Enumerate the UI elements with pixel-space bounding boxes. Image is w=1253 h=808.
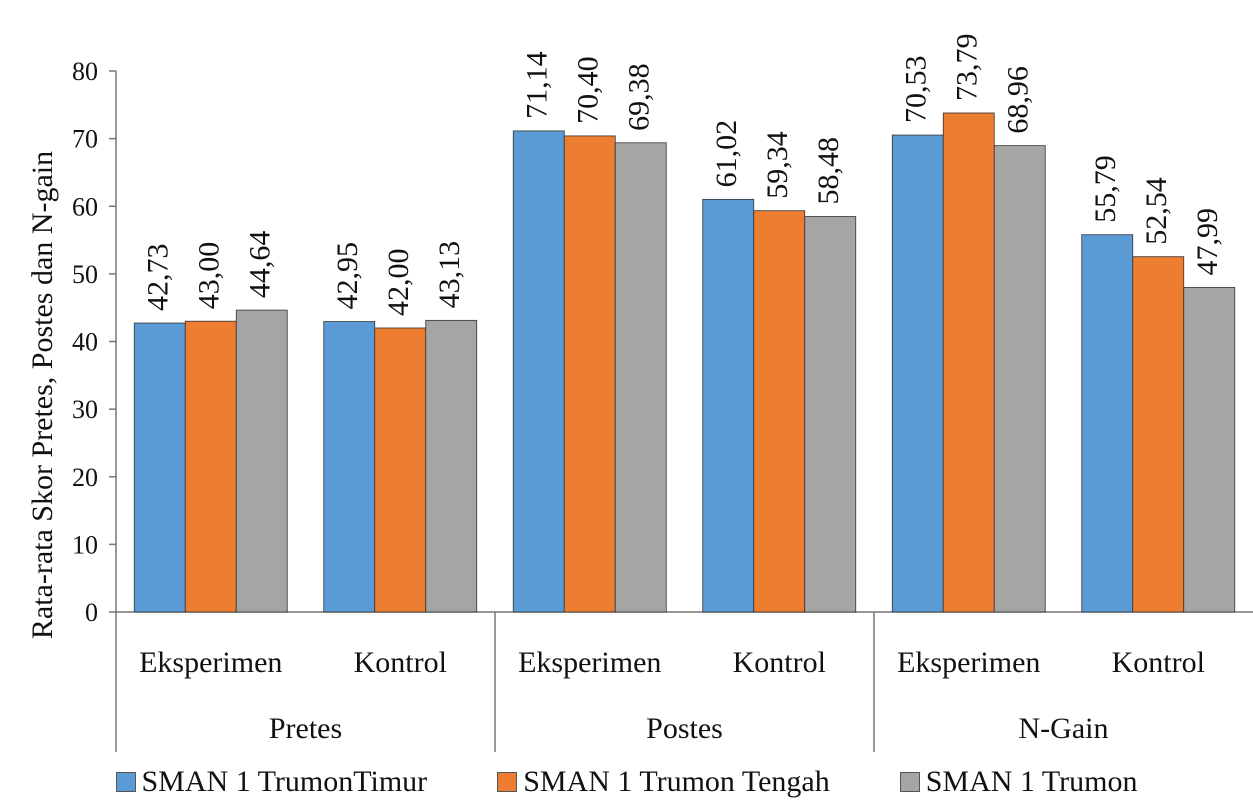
data-label: 42,73 <box>142 244 175 312</box>
bar <box>614 142 667 613</box>
y-tick-label: 60 <box>72 192 98 221</box>
bar <box>235 309 288 613</box>
y-tick-label: 40 <box>72 328 98 357</box>
y-tick-label: 20 <box>72 463 98 492</box>
category-label: Kontrol <box>354 646 447 679</box>
data-label: 43,00 <box>193 242 226 310</box>
legend-swatch <box>497 772 518 792</box>
data-label: 43,13 <box>433 241 466 309</box>
category-label: Kontrol <box>733 646 826 679</box>
bar <box>1081 234 1134 613</box>
legend-label: SMAN 1 TrumonTimur <box>141 765 428 798</box>
data-label: 47,99 <box>1191 208 1224 276</box>
legend-label: SMAN 1 Trumon Tengah <box>523 765 830 798</box>
bar <box>184 320 237 613</box>
bar <box>753 210 806 613</box>
bar <box>512 130 565 613</box>
bar <box>563 135 616 613</box>
category-label: Eksperimen <box>518 646 661 679</box>
category-label: Eksperimen <box>897 646 1040 679</box>
bar <box>425 319 478 613</box>
data-label: 55,79 <box>1089 155 1122 223</box>
data-label: 61,02 <box>710 120 743 188</box>
y-axis-label: Rata-rata Skor Pretes, Postes dan N-gain <box>26 151 59 639</box>
y-tick-label: 70 <box>72 125 98 154</box>
data-label: 58,48 <box>812 137 845 205</box>
bar <box>374 327 427 613</box>
bar <box>804 216 857 613</box>
y-tick-label: 0 <box>85 598 98 627</box>
bar <box>323 321 376 613</box>
category-label: Kontrol <box>1112 646 1205 679</box>
data-label: 59,34 <box>761 131 794 199</box>
data-label: 70,53 <box>900 56 933 124</box>
data-label: 69,38 <box>623 63 656 131</box>
legend-swatch <box>899 772 920 792</box>
bar <box>1132 256 1185 613</box>
category-label: Eksperimen <box>139 646 282 679</box>
y-tick-label: 50 <box>72 260 98 289</box>
bar <box>942 112 995 613</box>
y-tick-label: 10 <box>72 530 98 559</box>
y-tick-label: 30 <box>72 395 98 424</box>
data-label: 44,64 <box>244 231 277 299</box>
data-label: 71,14 <box>521 51 554 119</box>
y-tick-label: 80 <box>72 57 98 86</box>
bar <box>702 198 755 613</box>
data-label: 52,54 <box>1140 177 1173 245</box>
bar-chart: Rata-rata Skor Pretes, Postes dan N-gain… <box>26 33 1253 752</box>
group-label: N-Gain <box>1019 712 1109 745</box>
legend-label: SMAN 1 Trumon <box>925 765 1138 798</box>
bar <box>891 134 944 613</box>
bar <box>1183 287 1236 613</box>
data-label: 68,96 <box>1002 66 1035 134</box>
data-label: 42,95 <box>331 242 364 310</box>
legend-item: SMAN 1 Trumon Tengah <box>497 765 830 799</box>
legend-item: SMAN 1 TrumonTimur <box>115 765 428 799</box>
group-label: Postes <box>646 712 723 745</box>
legend-swatch <box>115 772 136 792</box>
data-label: 70,40 <box>572 56 605 124</box>
bar <box>993 145 1046 613</box>
data-label: 73,79 <box>951 33 984 101</box>
data-label: 42,00 <box>382 248 415 316</box>
group-label: Pretes <box>269 712 342 745</box>
bar <box>133 322 186 613</box>
legend: SMAN 1 TrumonTimur SMAN 1 Trumon Tengah SM… <box>0 762 1253 802</box>
legend-item: SMAN 1 Trumon <box>899 765 1138 799</box>
